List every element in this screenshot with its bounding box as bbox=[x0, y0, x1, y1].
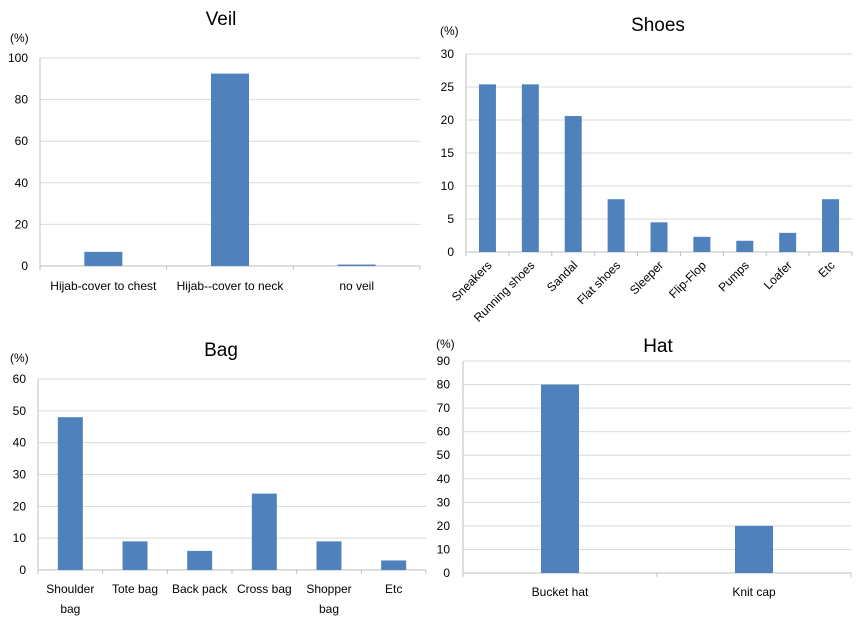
shoes-x-label: Etc bbox=[816, 258, 838, 280]
veil-x-label: no veil bbox=[339, 279, 374, 293]
shoes-bar-etc bbox=[822, 199, 840, 252]
veil-unit-label: (%) bbox=[10, 31, 29, 45]
shoes-x-label: Loafer bbox=[761, 258, 795, 292]
shoes-bar-flat-shoes bbox=[607, 199, 625, 252]
hat-y-tick-label: 0 bbox=[443, 566, 450, 580]
bag-unit-label: (%) bbox=[10, 351, 29, 365]
bag-x-label: bag bbox=[60, 602, 80, 616]
shoes-bar-loafer bbox=[779, 232, 797, 252]
veil-chart: Veil (%) 0 20 40 60 80 100 Hijab-cover to chest H… bbox=[0, 0, 430, 310]
shoes-x-label: Pumps bbox=[716, 258, 752, 294]
veil-y-tick-label: 40 bbox=[15, 176, 29, 190]
bag-y-tick-label: 40 bbox=[13, 436, 27, 450]
shoes-bar-pumps bbox=[736, 240, 754, 252]
veil-y-tick-label: 60 bbox=[15, 134, 29, 148]
veil-bar-no-veil bbox=[337, 264, 376, 266]
veil-x-label: Hijab-cover to chest bbox=[50, 279, 157, 293]
hat-chart-svg: Hat (%) 0 10 20 30 40 50 60 70 80 90 Bucket hat Knit … bbox=[436, 336, 852, 599]
hat-y-tick-label: 60 bbox=[437, 425, 451, 439]
veil-bar-hijab-cover-to-neck bbox=[211, 73, 249, 266]
shoes-x-label: Sandal bbox=[544, 258, 580, 294]
shoes-chart: Shoes (%) 0 5 10 15 20 25 30 Sneakers Running shoe… bbox=[430, 0, 866, 325]
shoes-y-tick-label: 30 bbox=[441, 47, 455, 61]
shoes-y-tick-label: 20 bbox=[441, 113, 455, 127]
bag-y-tick-label: 0 bbox=[19, 563, 26, 577]
bag-chart: Bag (%) 0 10 20 30 40 50 60 Shoulder bag Tote bag Ba… bbox=[0, 310, 430, 624]
bag-bar-etc bbox=[381, 560, 407, 570]
bag-y-tick-label: 30 bbox=[13, 468, 27, 482]
shoes-x-label: Flat shoes bbox=[574, 258, 623, 307]
veil-y-tick-label: 20 bbox=[15, 217, 29, 231]
shoes-unit-label: (%) bbox=[440, 24, 459, 38]
shoes-chart-title: Shoes bbox=[631, 15, 685, 36]
hat-y-tick-label: 50 bbox=[437, 448, 451, 462]
hat-y-tick-label: 10 bbox=[437, 542, 451, 556]
shoes-y-tick-label: 25 bbox=[441, 80, 455, 94]
bag-chart-title: Bag bbox=[204, 340, 238, 361]
veil-chart-title: Veil bbox=[206, 9, 237, 30]
veil-y-tick-label: 100 bbox=[8, 51, 28, 65]
shoes-y-tick-label: 15 bbox=[441, 146, 455, 160]
bag-bar-cross-bag bbox=[251, 493, 277, 570]
hat-unit-label: (%) bbox=[436, 337, 455, 351]
veil-chart-svg: Veil (%) 0 20 40 60 80 100 Hijab-cover to chest H… bbox=[8, 9, 421, 293]
hat-y-tick-label: 40 bbox=[437, 472, 451, 486]
bag-y-tick-label: 20 bbox=[13, 499, 27, 513]
veil-x-label: Hijab--cover to neck bbox=[177, 279, 285, 293]
hat-bar-bucket-hat bbox=[541, 384, 579, 573]
bag-chart-svg: Bag (%) 0 10 20 30 40 50 60 Shoulder bag Tote bag Ba… bbox=[10, 340, 427, 616]
bag-y-tick-label: 50 bbox=[13, 404, 27, 418]
hat-x-label: Knit cap bbox=[732, 585, 776, 599]
shoes-bar-flip-flop bbox=[693, 236, 711, 252]
hat-chart: Hat (%) 0 10 20 30 40 50 60 70 80 90 Bucket hat Knit … bbox=[430, 310, 866, 624]
shoes-bar-sleeper bbox=[650, 222, 668, 252]
bag-y-tick-label: 60 bbox=[13, 372, 27, 386]
shoes-x-label: Sleeper bbox=[627, 258, 666, 297]
bag-x-label: Etc bbox=[385, 582, 402, 596]
shoes-x-label: Flip-Flop bbox=[666, 258, 709, 301]
shoes-y-tick-label: 5 bbox=[447, 212, 454, 226]
shoes-y-tick-label: 0 bbox=[447, 245, 454, 259]
bag-bar-tote-bag bbox=[122, 541, 148, 570]
veil-y-tick-label: 80 bbox=[15, 93, 29, 107]
shoes-bar-running-shoes bbox=[521, 84, 539, 252]
shoes-bar-sneakers bbox=[478, 84, 496, 252]
bag-x-label: Cross bag bbox=[237, 582, 292, 596]
bag-y-tick-label: 10 bbox=[13, 531, 27, 545]
bag-x-label: Back pack bbox=[172, 582, 228, 596]
hat-bar-knit-cap bbox=[735, 525, 773, 573]
hat-chart-title: Hat bbox=[643, 336, 673, 357]
bag-x-label: Shopper bbox=[306, 582, 351, 596]
bag-bar-shopper-bag bbox=[316, 541, 342, 570]
veil-y-tick-label: 0 bbox=[21, 259, 28, 273]
shoes-bar-sandal bbox=[564, 116, 582, 252]
bag-x-label: Tote bag bbox=[112, 582, 158, 596]
hat-y-tick-label: 20 bbox=[437, 519, 451, 533]
hat-y-tick-label: 80 bbox=[437, 378, 451, 392]
bag-x-label: Shoulder bbox=[46, 582, 94, 596]
bag-bar-shoulder-bag bbox=[57, 417, 83, 570]
hat-y-tick-label: 90 bbox=[437, 354, 451, 368]
bag-bar-back-pack bbox=[187, 550, 213, 570]
hat-x-label: Bucket hat bbox=[532, 585, 589, 599]
shoes-y-tick-label: 10 bbox=[441, 179, 455, 193]
hat-y-tick-label: 30 bbox=[437, 495, 451, 509]
veil-bar-hijab-cover-to-chest bbox=[84, 251, 123, 266]
hat-y-tick-label: 70 bbox=[437, 401, 451, 415]
bag-x-label: bag bbox=[319, 602, 339, 616]
